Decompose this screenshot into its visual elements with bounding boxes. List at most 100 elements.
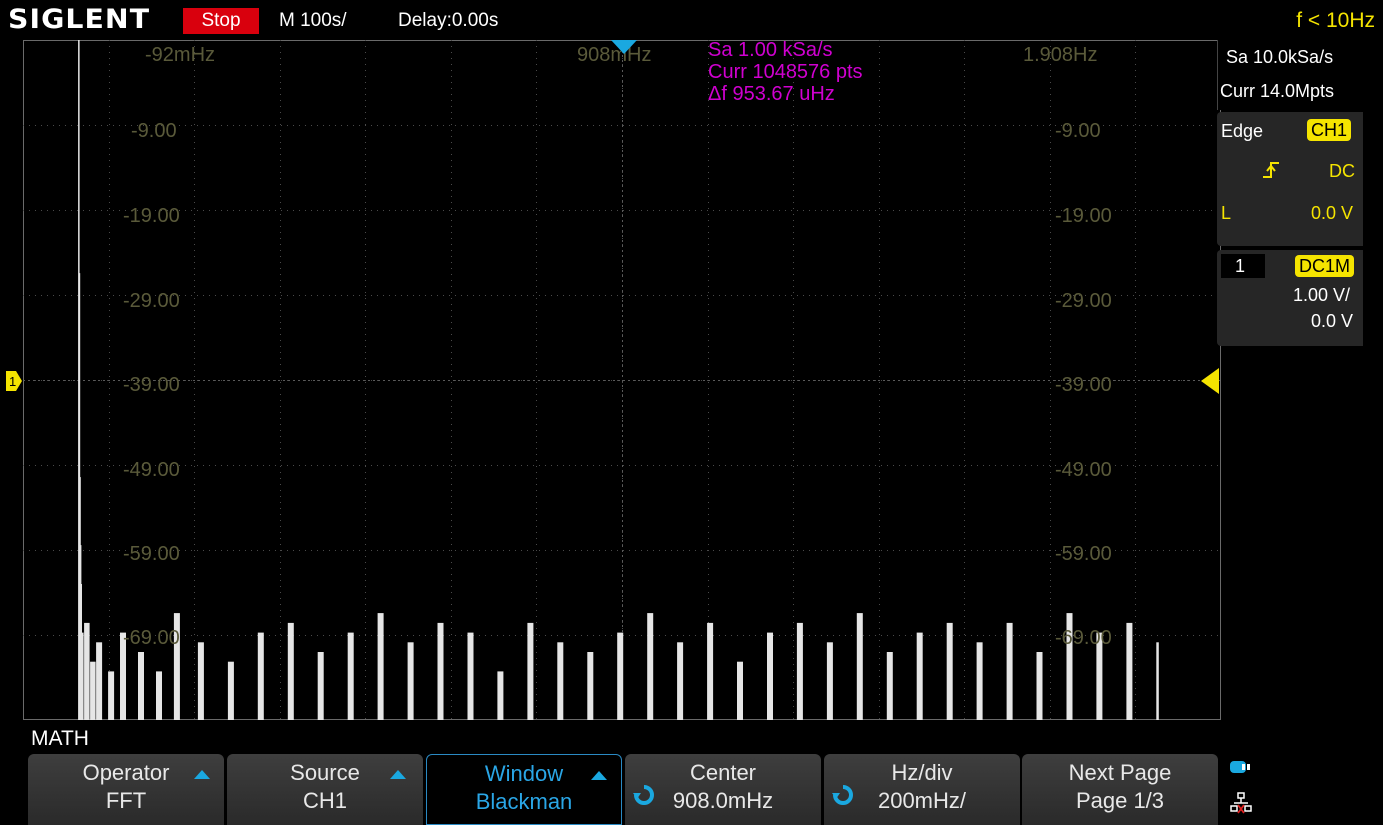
next-page-softkey[interactable]: Next Page Page 1/3 [1022,754,1218,825]
fft-plot [23,40,1221,720]
spectrum-bar [138,652,144,720]
x-label-left: -92mHz [145,44,216,66]
channel-offset: 0.0 V [1311,311,1354,331]
timebase-readout[interactable]: M 100s/ [279,10,347,31]
softkey-value: Blackman [475,789,573,814]
channel-1-marker-icon[interactable]: 1 [6,371,22,391]
window-softkey[interactable]: Window Blackman [426,754,622,825]
spectrum-bar [946,622,953,720]
spectrum-bar [1006,622,1013,720]
spectrum-bar [81,632,84,720]
spectrum-bar [976,642,983,720]
spectrum-bar [377,613,384,720]
y-label-left: -69.00 [123,627,180,649]
spectrum-bar [347,632,354,720]
hz-per-div-softkey[interactable]: Hz/div 200mHz/ [824,754,1020,825]
spectrum-bar [647,613,654,720]
softkey-value: CH1 [302,788,347,813]
trigger-type: Edge [1221,121,1264,141]
submenu-arrow-icon [390,770,406,779]
spectrum-bar [227,661,234,720]
channel-1-info[interactable]: 1 DC1M 1.00 V/ 0.0 V [1217,250,1363,346]
spectrum-bar [197,642,204,720]
y-label-right: -9.00 [1055,120,1101,142]
trigger-info[interactable]: Edge CH1 DC L 0.0 V [1217,112,1363,246]
spectrum-bar [916,632,923,720]
center-softkey[interactable]: Center 908.0mHz [625,754,821,825]
spectrum-bar [407,642,414,720]
y-label-left: -39.00 [123,374,180,396]
channel-number: 1 [1221,254,1265,278]
system-status-icons [1230,754,1270,825]
spectrum-bar [173,613,180,720]
trigger-frequency-readout: f < 10Hz [1296,9,1375,32]
softkey-title: Hz/div [891,760,953,785]
spectrum-bar [108,671,115,720]
y-label-right: -29.00 [1055,290,1112,312]
spectrum-bar [1066,613,1073,720]
channel-1-marker-label: 1 [9,374,16,389]
y-label-left: -29.00 [123,290,180,312]
y-label-right: -39.00 [1055,374,1112,396]
network-disconnected-icon [1230,792,1252,814]
spectrum-bar [90,661,96,720]
y-label-right: -49.00 [1055,459,1112,481]
softkey-value: 200mHz/ [877,788,967,813]
brand-logo: SIGLENT [8,4,151,35]
y-label-left: -49.00 [123,459,180,481]
acq-sample-rate: Sa 10.0kSa/s [1226,47,1334,67]
channel-coupling-badge: DC1M [1295,255,1355,277]
submenu-arrow-icon [194,770,210,779]
spectrum-bar [557,642,564,720]
knob-rotate-icon [832,785,853,805]
spectrum-bar [617,632,624,720]
waveform-grid[interactable]: -92mHz 908mHz 1.908Hz -9.00 -19.00 -29.0… [23,40,1221,720]
delay-readout[interactable]: Delay:0.00s [398,10,499,31]
acquisition-info[interactable]: Sa 10.0kSa/s Curr 14.0Mpts [1217,40,1363,110]
softkey-title: Source [290,760,360,785]
spectrum-bar [587,652,594,720]
softkey-title: Center [689,760,757,785]
spectrum-bar [886,652,893,720]
softkey-title: Operator [82,760,170,785]
trigger-level-marker[interactable] [1201,368,1219,394]
menu-title: MATH [31,727,89,750]
softkey-value: 908.0mHz [672,788,774,813]
spectrum-bar [527,622,534,720]
spectrum-bar [287,622,294,720]
y-label-right: -59.00 [1055,543,1112,565]
fft-resolution: Δf 953.67 uHz [708,83,835,105]
trigger-level-label: L [1221,203,1232,223]
trigger-level-value: 0.0 V [1311,203,1354,223]
fft-info-panel: Sa 1.00 kSa/s Curr 1048576 pts Δf 953.67… [708,39,863,105]
spectrum-bar [497,671,504,720]
operator-softkey[interactable]: Operator FFT [28,754,224,825]
spectrum-bar [96,642,103,720]
spectrum-bar [156,671,162,720]
y-label-right: -69.00 [1055,627,1112,649]
softkey-value: Page 1/3 [1075,788,1165,813]
spectrum-bar [1156,642,1159,720]
submenu-arrow-icon [591,771,607,780]
source-softkey[interactable]: Source CH1 [227,754,423,825]
trigger-coupling: DC [1329,161,1355,181]
fft-spectrum [78,40,1159,720]
spectrum-bar [84,622,90,720]
trigger-position-marker[interactable] [611,40,637,54]
spectrum-bar [767,632,773,720]
fft-points: Curr 1048576 pts [708,61,863,83]
battery-icon [1230,761,1250,773]
acq-memory-depth: Curr 14.0Mpts [1220,81,1335,101]
spectrum-bar [677,642,684,720]
softkey-value: FFT [105,788,147,813]
spectrum-bar [467,632,474,720]
spectrum-bar [707,622,714,720]
spectrum-bar [856,613,863,720]
spectrum-bar [737,661,743,720]
y-label-right: -19.00 [1055,205,1112,227]
spectrum-bar [437,622,444,720]
fft-sample-rate: Sa 1.00 kSa/s [708,39,833,61]
status-bar: SIGLENT Stop M 100s/ Delay:0.00s f < 10H… [0,0,1383,40]
run-state-badge[interactable]: Stop [183,8,259,34]
channel-scale: 1.00 V/ [1293,285,1351,305]
